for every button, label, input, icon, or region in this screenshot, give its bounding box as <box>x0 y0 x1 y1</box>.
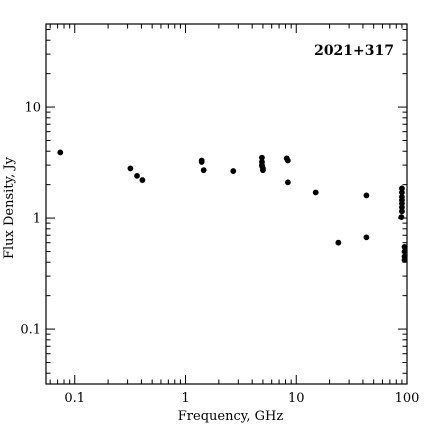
y-tick-label: 10 <box>24 101 41 116</box>
data-point <box>198 159 205 165</box>
data-point <box>363 192 370 199</box>
data-point <box>134 172 140 179</box>
data-point <box>139 177 146 183</box>
x-tick-label: 100 <box>395 391 420 406</box>
axis-ticks <box>46 24 408 384</box>
data-point <box>259 154 265 161</box>
data-point <box>401 248 408 255</box>
data-point <box>200 167 207 174</box>
y-tick-label: 0.1 <box>20 323 41 338</box>
x-tick-label: 1 <box>181 391 189 406</box>
data-point <box>401 243 408 250</box>
data-points <box>57 149 408 263</box>
data-point <box>398 214 405 221</box>
data-point <box>127 165 134 172</box>
data-point <box>401 256 408 263</box>
data-point <box>260 167 266 174</box>
x-tick-label: 0.1 <box>64 391 85 406</box>
chart-title: 2021+317 <box>314 43 394 59</box>
y-axis-label: Flux Density, Jy <box>2 156 17 259</box>
y-tick-labels: 0.1 1 10 <box>20 101 41 338</box>
data-point <box>399 204 405 211</box>
plot-frame <box>45 23 408 385</box>
data-point <box>57 149 64 156</box>
data-point <box>399 208 405 215</box>
x-tick-labels: 0.1 1 10 100 <box>64 391 419 406</box>
y-tick-label: 1 <box>33 212 41 227</box>
x-axis-label: Frequency, GHz <box>178 409 284 424</box>
x-tick-label: 10 <box>288 391 305 406</box>
data-point <box>312 189 319 196</box>
data-point <box>230 168 237 174</box>
data-point <box>399 185 405 192</box>
data-point <box>284 179 291 186</box>
data-point <box>399 189 405 196</box>
data-point <box>363 234 370 241</box>
data-point <box>284 157 291 164</box>
data-point <box>335 239 342 246</box>
